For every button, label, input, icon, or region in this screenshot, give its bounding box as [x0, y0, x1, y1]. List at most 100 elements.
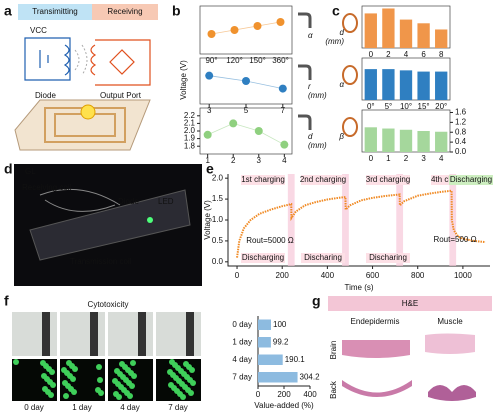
y-tick-label: 1.8	[184, 141, 196, 150]
axis-title: Value-added (%)	[254, 401, 314, 410]
y-tick-label: 4 day	[232, 355, 252, 364]
column-label: Muscle	[437, 317, 463, 326]
cell	[183, 361, 189, 367]
bar	[258, 319, 271, 330]
annotation-box	[241, 175, 285, 185]
label: VCC	[30, 26, 47, 35]
x-tick-label: 4	[439, 154, 444, 163]
panel-label: c	[332, 3, 340, 19]
y-tick-label: 0.0	[455, 147, 467, 156]
day-label: 7 day	[168, 403, 188, 412]
x-tick-label: 200	[277, 390, 291, 399]
photo-label: Receiving coil	[22, 183, 72, 192]
x-tick-label: 400	[303, 390, 317, 399]
y-tick-label: 1.9	[184, 134, 196, 143]
annotation-box	[301, 253, 345, 263]
x-tick-label: 4	[282, 156, 287, 165]
led	[147, 217, 153, 223]
y-tick-label: 1.6	[455, 108, 467, 117]
point	[203, 130, 212, 139]
edge	[42, 312, 50, 356]
x-tick-label: 5	[244, 106, 249, 115]
cell	[96, 364, 102, 370]
y-tick-label: 2.0	[184, 126, 196, 135]
cell	[119, 361, 125, 367]
annotation-box	[449, 175, 493, 185]
x-tick-label: 600	[366, 271, 380, 280]
y-tick-label: 2.2	[184, 111, 196, 120]
bar	[435, 71, 448, 100]
point	[207, 30, 216, 38]
cell	[62, 380, 68, 386]
cell	[63, 393, 69, 399]
cell	[114, 368, 120, 374]
x-tick-label: 3	[421, 154, 426, 163]
annotation-box	[366, 253, 410, 263]
x-tick-label: 0	[369, 154, 374, 163]
x-tick-label: 2	[404, 154, 409, 163]
x-tick-label: 0	[369, 50, 374, 59]
annotation: Discharing	[304, 253, 342, 262]
micrograph	[108, 312, 153, 356]
cell	[112, 378, 118, 384]
micrograph	[12, 312, 57, 356]
y-tick-label: 0 day	[232, 320, 252, 329]
y-tick-label: 1 day	[232, 337, 252, 346]
cell	[41, 373, 47, 379]
point	[253, 22, 262, 30]
y-tick-label: 0.4	[455, 137, 467, 146]
bend-icon	[298, 64, 312, 80]
bend-icon	[298, 12, 312, 28]
cell	[97, 377, 103, 383]
bar	[399, 129, 413, 152]
annotation-box	[241, 253, 285, 263]
tissue	[428, 385, 476, 401]
annotation: 1st charging	[241, 175, 285, 184]
x-tick-label: 6	[421, 50, 426, 59]
x-tick-label: 1	[205, 156, 210, 165]
bar	[382, 128, 395, 152]
x-tick-label: 0°	[367, 102, 375, 111]
y-tick-label: 1.5	[212, 194, 224, 203]
edge	[186, 312, 194, 356]
x-tick-label: 5°	[385, 102, 393, 111]
y-tick-label: 0.0	[212, 257, 224, 266]
cell	[167, 369, 173, 375]
title: Cytotoxicity	[88, 300, 129, 309]
tissue	[342, 380, 412, 397]
bar	[399, 19, 413, 48]
x-tick-label: 120°	[226, 56, 243, 65]
tx-header	[18, 4, 92, 20]
bar	[258, 337, 271, 348]
coil-icon	[342, 13, 358, 33]
line	[207, 122, 285, 146]
he-header	[328, 296, 492, 311]
x-tick-label: 1000	[454, 271, 472, 280]
panel-label: e	[206, 161, 214, 177]
axis-title: Time (s)	[344, 283, 373, 292]
annotation: Discharging	[242, 253, 284, 262]
row-label: Brain	[329, 341, 338, 360]
bulb	[80, 104, 96, 120]
cell	[130, 360, 136, 366]
x-tick-label: 0	[235, 271, 240, 280]
day-label: 4 day	[120, 403, 140, 412]
point	[278, 84, 287, 93]
point	[254, 127, 263, 135]
x-tick-label: 90°	[205, 56, 217, 65]
label: Output Port	[100, 91, 142, 100]
x-tick-label: 10°	[400, 102, 412, 111]
param-label: α	[339, 80, 344, 89]
point	[276, 18, 285, 26]
label: Transimitting	[32, 7, 78, 16]
x-tick-label: 20°	[435, 102, 447, 111]
device	[29, 189, 191, 261]
annotation-box	[366, 175, 410, 185]
param-label: α	[308, 31, 313, 40]
x-tick-label: 8	[439, 50, 444, 59]
bar	[382, 8, 395, 48]
tissue	[425, 333, 475, 354]
y-tick-label: 2.1	[184, 119, 196, 128]
annotation: Rout=500 Ω	[433, 235, 476, 244]
